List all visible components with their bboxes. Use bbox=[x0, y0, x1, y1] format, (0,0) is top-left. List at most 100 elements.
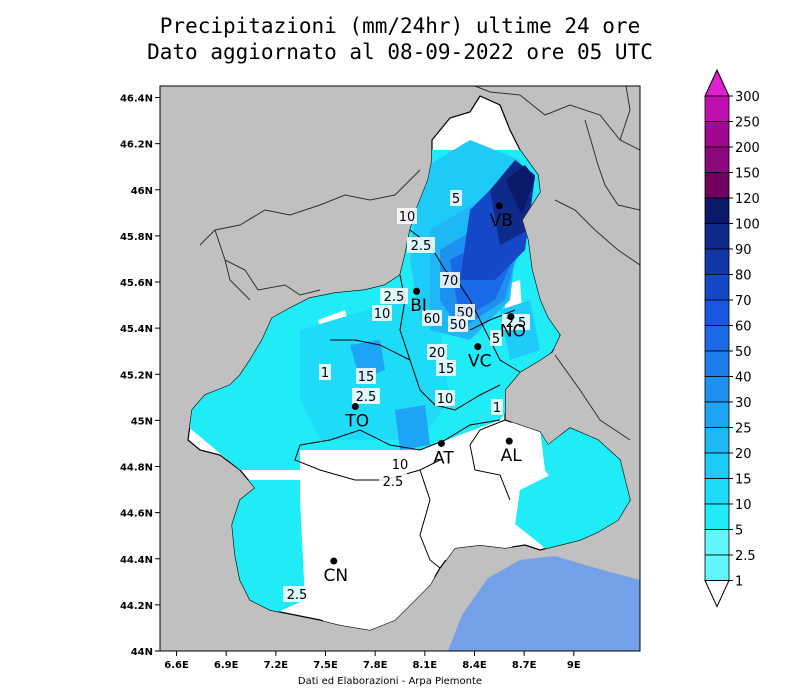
colorbar-label: 100 bbox=[735, 218, 760, 233]
contour-label-bg bbox=[379, 473, 407, 489]
colorbar-label: 40 bbox=[735, 371, 752, 386]
contour-label: 70 bbox=[442, 274, 459, 289]
colorbar-label: 30 bbox=[735, 396, 752, 411]
contour-label: 15 bbox=[358, 370, 375, 385]
contour-label-bg bbox=[448, 316, 468, 332]
contour-label-bg bbox=[490, 330, 502, 346]
colorbar-label: 70 bbox=[735, 294, 752, 309]
city-marker bbox=[351, 403, 359, 411]
contour-label-bg bbox=[407, 237, 435, 253]
lat-tick-label: 44N bbox=[131, 647, 153, 658]
contour-label: 20 bbox=[429, 346, 446, 361]
lat-tick-label: 44.6N bbox=[120, 509, 153, 520]
colorbar-swatch bbox=[704, 350, 730, 377]
colorbar-label: 2.5 bbox=[735, 549, 756, 564]
lat-tick-label: 45.8N bbox=[120, 232, 153, 243]
city-label: CN bbox=[323, 566, 348, 586]
colorbar-swatch bbox=[704, 325, 730, 352]
sea-area bbox=[448, 556, 640, 651]
colorbar-label: 25 bbox=[735, 422, 752, 437]
city-label: BI bbox=[410, 296, 427, 316]
lat-tick-label: 45.4N bbox=[120, 324, 153, 335]
contour-label: 5 bbox=[452, 192, 460, 207]
city-label: NO bbox=[500, 322, 526, 342]
contour-label: 10 bbox=[374, 307, 391, 322]
contour-label: 1 bbox=[493, 401, 501, 416]
lat-tick-label: 45.2N bbox=[120, 370, 153, 381]
colorbar-swatch bbox=[704, 452, 730, 479]
colorbar-label: 120 bbox=[735, 192, 760, 207]
contour-label-bg bbox=[372, 305, 392, 321]
lon-tick-label: 9E bbox=[567, 660, 581, 671]
colorbar-swatch bbox=[704, 529, 730, 556]
lat-tick-label: 45N bbox=[131, 416, 153, 427]
city-marker bbox=[330, 557, 338, 565]
colorbar-swatch bbox=[704, 554, 730, 581]
contour-label: 10 bbox=[437, 392, 454, 407]
lat-tick-label: 46.2N bbox=[120, 140, 153, 151]
lat-tick-label: 46.4N bbox=[120, 94, 153, 105]
contour-label: 5 bbox=[492, 332, 500, 347]
credit-text: Dati ed Elaborazioni - Arpa Piemonte bbox=[297, 676, 483, 687]
colorbar-swatch bbox=[704, 427, 730, 454]
city-label: VB bbox=[490, 211, 513, 231]
contour-label-bg bbox=[435, 390, 455, 406]
contour-label-bg bbox=[450, 190, 462, 206]
contour-label-bg bbox=[380, 288, 408, 304]
colorbar-label: 60 bbox=[735, 320, 752, 335]
contour-label: 60 bbox=[424, 312, 441, 327]
colorbar-swatch bbox=[704, 121, 730, 148]
contour-label: 10 bbox=[399, 210, 416, 225]
colorbar-swatch bbox=[704, 503, 730, 530]
colorbar-swatch bbox=[704, 172, 730, 199]
lat-tick-label: 46N bbox=[131, 186, 153, 197]
contour-label: 2.5 bbox=[384, 290, 405, 305]
lon-tick-label: 8.4E bbox=[462, 660, 487, 671]
colorbar-label: 1 bbox=[735, 575, 743, 590]
contour-label: 15 bbox=[438, 362, 455, 377]
lat-tick-label: 44.2N bbox=[120, 601, 153, 612]
colorbar-label: 20 bbox=[735, 447, 752, 462]
map-title-line2: Dato aggiornato al 08-09-2022 ore 05 UTC bbox=[147, 40, 653, 64]
city-label: AT bbox=[433, 448, 454, 468]
contour-label: 2.5 bbox=[287, 588, 308, 603]
colorbar-label: 250 bbox=[735, 116, 760, 131]
colorbar-swatch bbox=[704, 146, 730, 173]
lon-tick-label: 7.2E bbox=[264, 660, 289, 671]
colorbar-label: 90 bbox=[735, 243, 752, 258]
lat-tick-label: 45.6N bbox=[120, 278, 153, 289]
map-frame bbox=[159, 85, 641, 652]
city-marker bbox=[437, 439, 445, 447]
contour-label-bg bbox=[422, 310, 442, 326]
contour-label: 2.5 bbox=[383, 475, 404, 490]
lon-tick-label: 8.7E bbox=[512, 660, 537, 671]
contour-label-bg bbox=[356, 368, 376, 384]
colorbar-swatch bbox=[704, 478, 730, 505]
colorbar-swatch bbox=[704, 197, 730, 224]
colorbar-label: 200 bbox=[735, 141, 760, 156]
contour-label-bg bbox=[427, 344, 447, 360]
province-borders bbox=[294, 229, 521, 569]
lon-tick-label: 8.1E bbox=[413, 660, 438, 671]
contour-label: 50 bbox=[450, 318, 467, 333]
city-marker bbox=[474, 343, 482, 351]
city-marker bbox=[495, 202, 503, 210]
contour-label-bg bbox=[397, 208, 417, 224]
admin-borders bbox=[199, 86, 640, 441]
map-title-line1: Precipitazioni (mm/24hr) ultime 24 ore bbox=[159, 14, 641, 38]
colorbar-swatch bbox=[704, 401, 730, 428]
colorbar-label: 10 bbox=[735, 498, 752, 513]
lat-tick-label: 44.4N bbox=[120, 555, 153, 566]
contour-label-bg bbox=[436, 360, 456, 376]
contour-label-bg bbox=[440, 272, 460, 288]
lat-tick-label: 44.8N bbox=[120, 463, 153, 474]
city-label: VC bbox=[468, 352, 492, 372]
colorbar-label: 5 bbox=[735, 524, 743, 539]
lon-tick-label: 6.9E bbox=[214, 660, 239, 671]
contour-label-bg bbox=[283, 586, 311, 602]
colorbar-bottom-arrow bbox=[704, 580, 730, 608]
contour-label: 10 bbox=[392, 458, 409, 473]
lon-tick-label: 6.6E bbox=[164, 660, 189, 671]
colorbar-swatch bbox=[704, 248, 730, 275]
city-marker bbox=[413, 287, 421, 295]
